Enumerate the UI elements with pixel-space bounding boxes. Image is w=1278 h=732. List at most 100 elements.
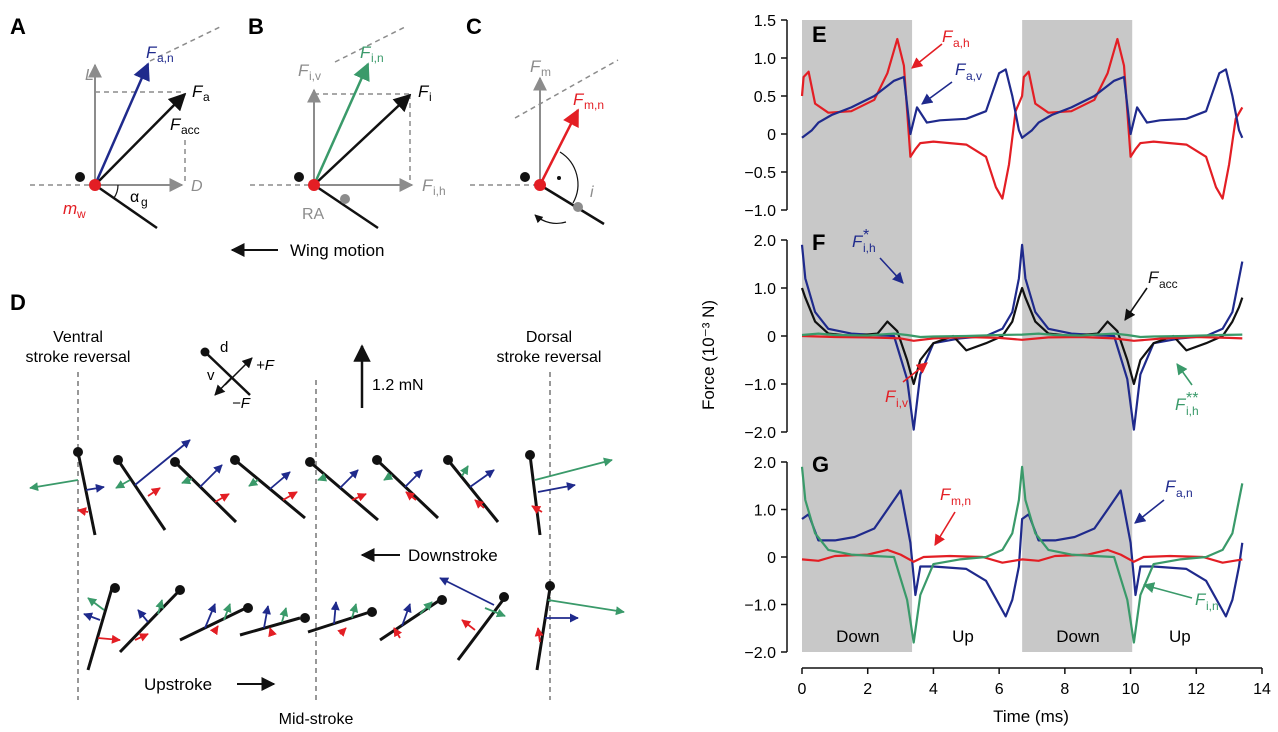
y-tick-label-F-3: −1.0 [744, 377, 776, 394]
label-facc-f-sub: acc [1159, 277, 1178, 291]
label-lift: L [85, 67, 94, 84]
x-tick-label-7: 14 [1253, 681, 1271, 698]
upstroke-label: Upstroke [144, 675, 212, 694]
y-tick-label-G-0: 2.0 [754, 455, 776, 472]
ventral-label-1: Ventral [53, 329, 103, 346]
label-fi-sub: i [429, 90, 432, 104]
arrow-fan [1134, 499, 1165, 524]
panel-b: B F i,v F i,n F i F i,h RA [248, 14, 446, 230]
label-i: i [590, 184, 594, 201]
series-G-0 [801, 489, 1244, 618]
label-fmn-c-sub: m,n [584, 98, 604, 112]
midstroke-label: Mid-stroke [279, 711, 354, 728]
panel-letter-g: G [812, 452, 829, 477]
arrow-fmn [934, 511, 956, 546]
x-tick-label-2: 4 [929, 681, 938, 698]
label-fav-sub: a,v [966, 69, 982, 83]
label-mw-sub: w [76, 207, 86, 221]
label-fah-sub: a,h [953, 36, 970, 50]
label-fih-star-sub: i,h [863, 241, 876, 255]
panel-letter-d: D [10, 290, 26, 315]
y-tick-label-E-4: −0.5 [744, 165, 776, 182]
x-tick-label-1: 2 [863, 681, 872, 698]
x-tick-label-5: 10 [1122, 681, 1140, 698]
y-tick-label-G-1: 1.0 [754, 503, 776, 520]
series-E-0 [800, 37, 1244, 200]
label-fah: F [942, 27, 954, 46]
y-tick-label-G-3: −1.0 [744, 598, 776, 615]
y-tick-label-F-2: 0 [767, 329, 776, 346]
label-fih-dstar-sub: i,h [1186, 404, 1199, 418]
panel-letter-c: C [466, 14, 482, 39]
down-label-2: Down [1056, 627, 1099, 646]
arrow-facc [1124, 287, 1148, 321]
downstroke-label: Downstroke [408, 546, 498, 565]
series-E-1 [801, 68, 1244, 139]
arrow-fah [911, 43, 943, 69]
label-alpha: α [130, 189, 139, 206]
label-fiv-f: F [885, 387, 897, 406]
label-fin-b-sub: i,n [371, 51, 384, 65]
label-fih-star-sup: * [863, 227, 869, 244]
key-d: d [220, 339, 228, 356]
dorsal-label-1: Dorsal [526, 329, 572, 346]
label-fiv-sub: i,v [309, 69, 321, 83]
wing-motion-label: Wing motion [290, 241, 384, 260]
y-tick-label-F-4: −2.0 [744, 425, 776, 442]
y-tick-label-E-5: −1.0 [744, 203, 776, 220]
label-fan-a-sub: a,n [157, 51, 174, 65]
label-fiv: F [298, 61, 310, 80]
panel-a: A F a,n F a F acc L D m w α g [10, 14, 221, 230]
arrow-fih-star [879, 257, 904, 284]
key-minus-f: −F [232, 395, 251, 412]
label-fin-g-sub: i,n [1206, 599, 1219, 613]
label-fi: F [418, 82, 430, 101]
x-tick-label-4: 8 [1060, 681, 1069, 698]
label-fih-dstar: F [1175, 395, 1187, 414]
label-fav: F [955, 60, 967, 79]
panel-letter-e: E [812, 22, 827, 47]
label-facc: F [170, 115, 182, 134]
x-tick-label-3: 6 [995, 681, 1004, 698]
downstroke-wings [29, 439, 613, 536]
charts: Force (10⁻³ N) 1.5 1.0 0.5 0 −0.5 −1.0 2.0 1.0 0… [699, 13, 1271, 726]
y-tick-label-F-1: 1.0 [754, 281, 776, 298]
label-fm: F [530, 57, 542, 76]
arrow-fiv [902, 362, 928, 383]
arrow-fih-dstar [1176, 363, 1193, 386]
up-label-2: Up [1169, 627, 1191, 646]
label-fm-sub: m [541, 65, 551, 79]
y-tick-label-E-2: 0.5 [754, 89, 776, 106]
label-fan-a: F [146, 43, 158, 62]
label-fiv-f-sub: i,v [896, 396, 908, 410]
label-fin-g: F [1195, 590, 1207, 609]
up-label-1: Up [952, 627, 974, 646]
y-tick-label-F-0: 2.0 [754, 233, 776, 250]
label-fa-sub: a [203, 90, 210, 104]
label-ra: RA [302, 206, 325, 223]
wing-motion: Wing motion [230, 241, 384, 260]
label-mw: m [63, 199, 77, 218]
label-facc-sub: acc [181, 123, 200, 137]
panel-letter-f: F [812, 230, 825, 255]
axes: 1.5 1.0 0.5 0 −0.5 −1.0 2.0 1.0 0 −1.0 −2.0 2.0 1.0 0… [744, 13, 1271, 698]
arrow-fav [921, 81, 953, 105]
scale-label: 1.2 mN [372, 377, 424, 394]
label-drag: D [191, 178, 203, 195]
y-tick-label-G-4: −2.0 [744, 645, 776, 662]
label-alpha-sub: g [141, 195, 148, 209]
series-F-2 [801, 334, 1243, 342]
x-axis-label: Time (ms) [993, 707, 1069, 726]
label-fmn-g-sub: m,n [951, 494, 971, 508]
y-tick-label-E-1: 1.0 [754, 51, 776, 68]
label-fih-b: F [422, 176, 434, 195]
dorsal-label-2: stroke reversal [497, 349, 602, 366]
key-plus-f: +F [256, 357, 275, 374]
x-tick-label-6: 12 [1187, 681, 1205, 698]
label-fih-b-sub: i,h [433, 184, 446, 198]
label-fih-dstar-sup: ** [1186, 390, 1198, 407]
panel-letter-b: B [248, 14, 264, 39]
panel-d: D Ventral stroke reversal Dorsal stroke … [10, 290, 625, 728]
